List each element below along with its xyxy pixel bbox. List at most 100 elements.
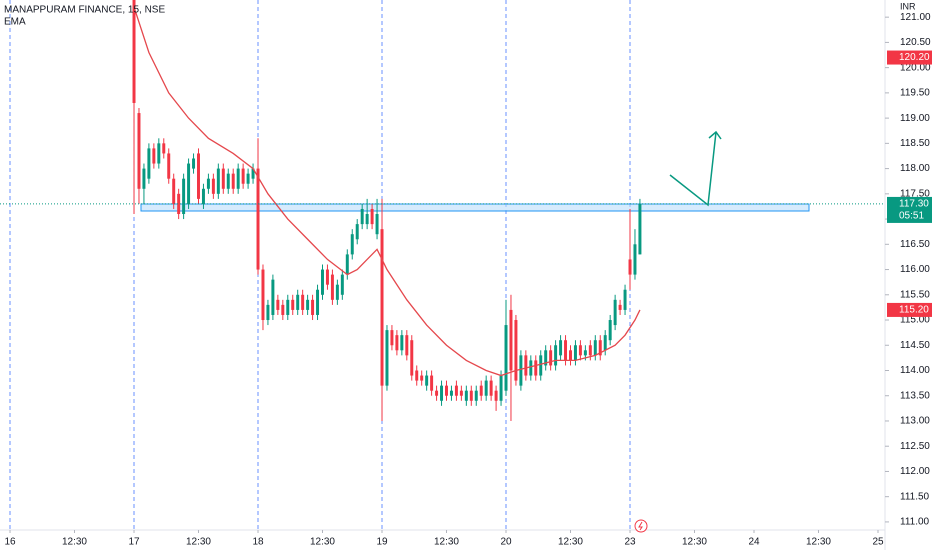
x-tick-label: 12:30 <box>186 537 211 548</box>
event-icon[interactable] <box>634 519 648 533</box>
candle-body <box>345 254 349 275</box>
candle-body <box>206 178 210 189</box>
candle-body <box>291 299 295 310</box>
candle-body <box>182 178 186 215</box>
candle-body <box>435 390 439 396</box>
candle-body <box>430 375 434 391</box>
candle-body <box>321 269 324 295</box>
candle-body <box>405 335 409 356</box>
y-tick-label: 115.00 <box>900 315 930 326</box>
candle-body <box>162 143 166 154</box>
y-tick-label: 111.00 <box>900 517 930 528</box>
candle-body <box>613 299 617 326</box>
candle-body <box>474 390 478 401</box>
candle-body <box>464 390 468 401</box>
x-tick-label: 19 <box>376 537 388 548</box>
x-tick-label: 12:30 <box>310 537 335 548</box>
y-tick-label: 120.00 <box>900 62 931 73</box>
indicator-label: EMA <box>4 17 26 28</box>
candle-body <box>415 370 419 381</box>
y-tick-label: 119.50 <box>900 88 930 99</box>
candle-body <box>340 274 344 295</box>
candle-body <box>524 355 528 376</box>
x-tick-label: 24 <box>748 537 760 548</box>
x-tick-label: 12:30 <box>62 537 87 548</box>
y-tick-label: 113.00 <box>900 416 930 427</box>
candle-body <box>197 153 200 199</box>
x-tick-label: 18 <box>252 537 264 548</box>
y-tick-label: 113.50 <box>900 390 930 401</box>
candle-body <box>147 148 151 179</box>
y-tick-label: 118.50 <box>900 138 930 149</box>
candle-body <box>167 153 171 179</box>
candle-body <box>445 385 448 396</box>
y-tick-label: 114.00 <box>900 365 930 376</box>
price-badge <box>887 50 932 65</box>
y-tick-label: 112.50 <box>900 441 930 452</box>
candle-body <box>172 178 176 204</box>
session-breaks <box>9 0 631 530</box>
candle-body <box>539 355 543 376</box>
candle-body <box>400 335 404 351</box>
candle-body <box>251 168 255 179</box>
candle-body <box>529 360 533 376</box>
price-badge-label: 117.30 <box>899 199 929 210</box>
candle-body <box>142 168 146 189</box>
x-tick-label: 12:30 <box>682 537 707 548</box>
y-tick-label: 118.00 <box>900 163 930 174</box>
candle-body <box>549 350 553 366</box>
candle-body <box>385 330 389 386</box>
y-tick-label: 112.00 <box>900 466 930 477</box>
candle-body <box>633 244 637 275</box>
candle-body <box>459 390 463 396</box>
countdown-label: 05:51 <box>899 211 924 222</box>
price-badge-label: 115.20 <box>899 305 929 316</box>
candle-body <box>192 158 196 169</box>
x-tick-label: 20 <box>500 537 512 548</box>
candle-body <box>157 143 161 164</box>
candle-body <box>375 214 379 235</box>
candle-body <box>216 168 220 194</box>
candle-body <box>420 375 424 381</box>
y-tick-label: 117.50 <box>900 188 930 199</box>
x-tick-label: 25 <box>872 537 884 548</box>
candle-body <box>365 214 369 225</box>
candle-body <box>266 304 270 321</box>
candle-body <box>231 173 235 189</box>
candle-body <box>479 385 483 396</box>
candle-body <box>360 208 364 225</box>
candle-body <box>593 340 597 356</box>
candle-body <box>484 380 488 396</box>
x-tick-label: 12:30 <box>434 537 459 548</box>
candle-body <box>187 163 191 204</box>
candle-body <box>410 340 414 376</box>
candle-body <box>226 173 230 189</box>
candle-body <box>573 345 577 361</box>
event-bolt <box>638 521 643 531</box>
arrow-head <box>708 130 722 140</box>
candle-body <box>370 208 374 225</box>
y-tick-label: 111.50 <box>900 491 930 502</box>
y-tick-label: 119.00 <box>900 113 930 124</box>
candle-body <box>296 294 300 310</box>
candle-body <box>569 350 572 361</box>
price-badge-label: 120.20 <box>899 52 930 63</box>
candle-body <box>380 229 384 386</box>
candle-body <box>603 335 607 351</box>
candle-body <box>628 259 632 275</box>
candle-body <box>588 345 592 356</box>
ema-line <box>133 6 641 377</box>
candle-body <box>449 390 453 396</box>
candle-body <box>544 350 548 366</box>
candle-body <box>598 340 602 356</box>
candle-body <box>271 279 275 315</box>
candle-body <box>504 325 508 391</box>
y-tick-label: 114.50 <box>900 340 930 351</box>
candle-body <box>554 345 558 366</box>
plot <box>132 0 642 421</box>
projection-arrow <box>669 131 717 207</box>
candle-body <box>638 203 642 255</box>
candle-body <box>246 173 250 184</box>
price-badge <box>887 196 932 223</box>
